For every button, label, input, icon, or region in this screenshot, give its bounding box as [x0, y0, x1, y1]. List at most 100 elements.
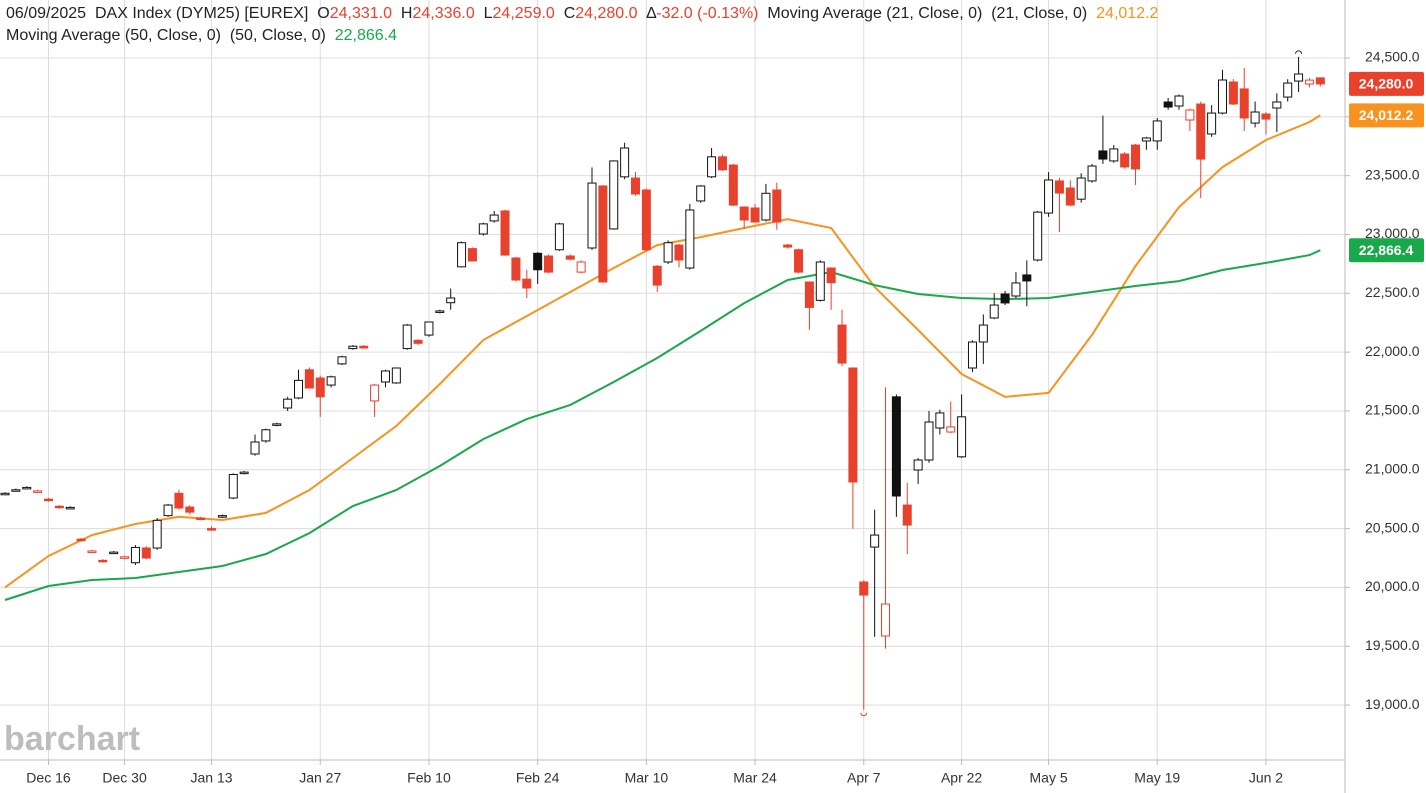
low-marker	[860, 712, 868, 717]
x-tick-label: Feb 10	[407, 770, 451, 786]
header-segment: C	[564, 5, 576, 22]
candle-body	[533, 252, 543, 271]
candle-body	[641, 189, 651, 251]
candle-body	[696, 185, 706, 202]
price-tag	[1349, 71, 1424, 96]
candle-body	[728, 164, 738, 206]
y-tick-label: 22,500.0	[1365, 284, 1420, 300]
candle-body	[609, 160, 619, 230]
candle-body	[859, 581, 869, 596]
candle-body	[1131, 144, 1141, 170]
candle-body	[554, 223, 564, 251]
x-tick-label: Jan 27	[299, 770, 341, 786]
candle-body	[141, 547, 151, 559]
x-tick-label: Apr 22	[941, 770, 982, 786]
y-tick-label: 22,000.0	[1365, 343, 1420, 359]
candle-body	[967, 341, 977, 369]
candle-body	[957, 416, 967, 458]
header-segment: Moving Average (50, Close, 0) (50, Close…	[6, 27, 335, 44]
candle-body	[359, 345, 369, 349]
candle-body	[489, 214, 499, 222]
candle-body	[196, 517, 206, 520]
candle-body	[1239, 88, 1249, 119]
candle-body	[815, 261, 825, 301]
watermark: barchart	[4, 720, 140, 758]
candle-body	[294, 379, 304, 399]
candle-body	[881, 603, 891, 637]
candle-body	[174, 492, 184, 509]
candle-body	[707, 156, 717, 178]
candle-body	[1272, 101, 1282, 109]
y-tick-label: 24,500.0	[1365, 49, 1420, 65]
candle-body	[1044, 179, 1054, 214]
candle-body	[1185, 109, 1195, 121]
candle-body	[446, 297, 456, 304]
candle-body	[1000, 293, 1010, 304]
candle-body	[1076, 177, 1086, 200]
candle-body	[1283, 82, 1293, 98]
x-tick-label: Dec 30	[102, 770, 147, 786]
candle-body	[1065, 187, 1075, 206]
candle-body	[576, 261, 586, 273]
candle-body	[837, 324, 847, 364]
candle-body	[87, 550, 97, 553]
price-tag-label: 24,280.0	[1359, 76, 1414, 92]
header-segment: 24,280.0	[575, 5, 646, 22]
candle-body	[848, 367, 858, 483]
candle-body	[620, 147, 630, 178]
x-tick-label: May 5	[1030, 770, 1068, 786]
y-tick-label: 21,500.0	[1365, 402, 1420, 418]
candle-body	[804, 281, 814, 308]
candle-body	[946, 426, 956, 433]
x-tick-label: Mar 24	[733, 770, 777, 786]
header-segment: 06/09/2025 DAX Index (DYM25) [EUREX]	[6, 5, 317, 22]
header-segment: O	[317, 5, 329, 22]
candle-body	[783, 244, 793, 248]
candle-body	[924, 421, 934, 461]
candle-body	[1261, 113, 1271, 120]
candle-body	[1087, 165, 1097, 182]
y-tick-label: 20,000.0	[1365, 578, 1420, 594]
candle-body	[424, 321, 434, 336]
candle-body	[457, 242, 467, 268]
plot	[0, 50, 1325, 717]
candle-body	[522, 278, 532, 289]
candle-body	[261, 429, 271, 442]
price-tag	[1349, 103, 1424, 128]
header-segment: 24,331.0	[330, 5, 401, 22]
header-segment: -32.0 (-0.13%)	[656, 5, 767, 22]
header-segment: ∆	[646, 5, 656, 22]
candle-body	[11, 489, 21, 492]
candle-body	[1315, 77, 1325, 85]
candle-body	[989, 304, 999, 319]
candle-body	[1120, 153, 1130, 168]
candle-body	[826, 267, 836, 284]
candle-body	[1250, 111, 1260, 124]
candle-body	[250, 441, 260, 455]
x-tick-label: Mar 10	[625, 770, 669, 786]
candle-body	[750, 207, 760, 223]
x-tick-label: Dec 16	[26, 770, 71, 786]
y-tick-label: 23,000.0	[1365, 225, 1420, 241]
candle-body	[272, 423, 282, 426]
x-tick-label: Jun 2	[1249, 770, 1283, 786]
candle-body	[1098, 150, 1108, 160]
y-tick-label: 19,000.0	[1365, 696, 1420, 712]
candle-body	[772, 189, 782, 223]
candle-body	[348, 345, 358, 350]
candle-body	[413, 339, 423, 344]
y-tick-label: 19,500.0	[1365, 637, 1420, 653]
candle-body	[1196, 103, 1206, 160]
header-line: 06/09/2025 DAX Index (DYM25) [EUREX] O24…	[6, 5, 1159, 22]
candle-body	[467, 248, 477, 262]
candle-body	[435, 310, 445, 313]
candle-body	[326, 376, 336, 386]
candle-body	[685, 209, 695, 269]
candle-body	[207, 528, 217, 531]
header-segment: Moving Average (21, Close, 0) (21, Close…	[767, 5, 1096, 22]
candle-body	[598, 185, 608, 283]
y-tick-label: 21,000.0	[1365, 460, 1420, 476]
candle-body	[1228, 81, 1238, 105]
candle-body	[511, 257, 521, 281]
